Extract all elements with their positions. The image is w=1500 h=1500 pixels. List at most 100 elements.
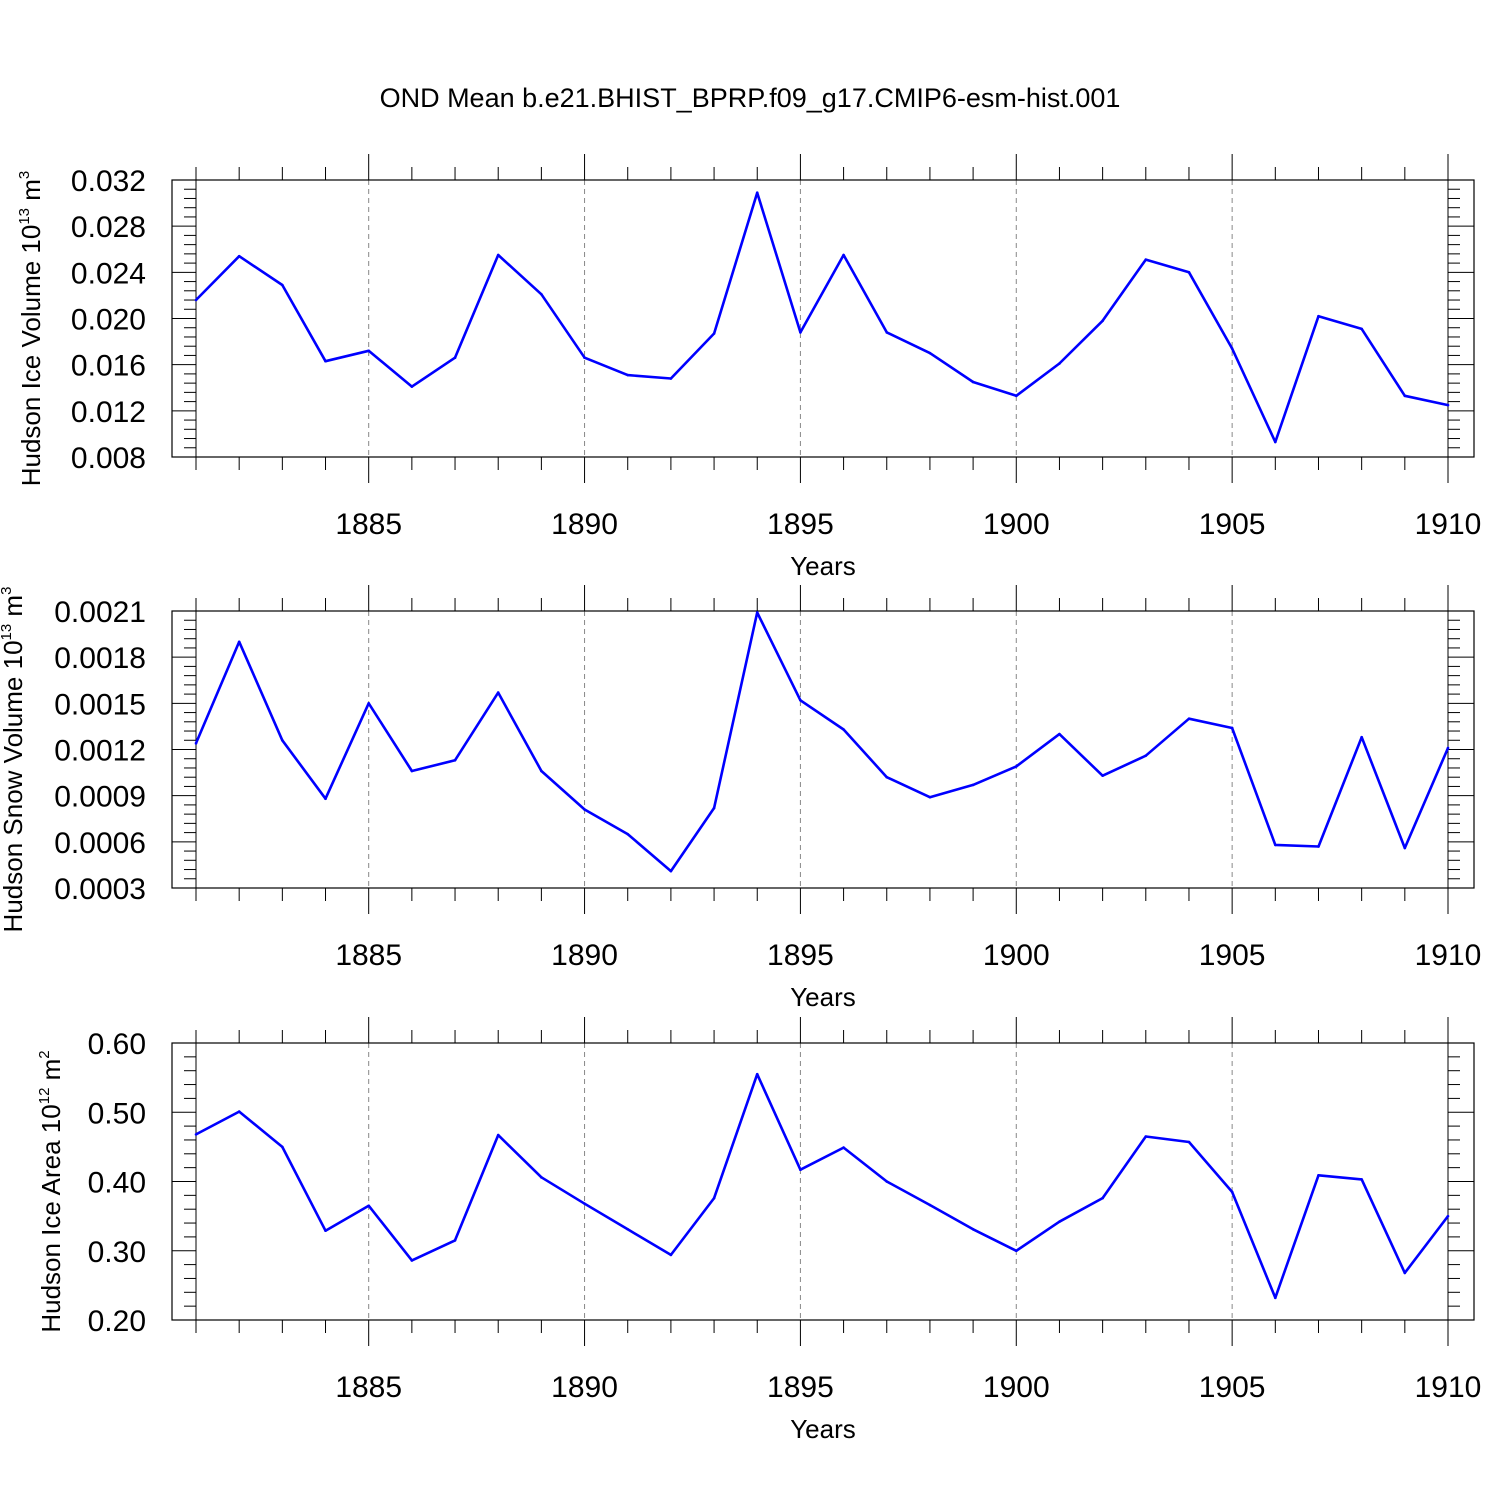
data-point (712, 1196, 716, 1200)
data-point (1101, 1196, 1104, 1200)
x-tick-label: 1890 (551, 508, 618, 541)
data-point (885, 1180, 889, 1183)
y-tick-label: 0.0009 (54, 781, 146, 814)
data-point (1317, 845, 1320, 848)
x-tick-label: 1905 (1199, 1371, 1266, 1404)
data-point (885, 331, 889, 334)
x-tick-label: 1895 (767, 939, 834, 972)
y-tick-label: 0.0003 (54, 873, 146, 906)
y-tick-label: 0.50 (88, 1097, 146, 1130)
panels: 0.008 0.012 0.016 0.020 0.024 0.028 0.032 1885 1… (0, 154, 1481, 1444)
data-point (367, 702, 370, 705)
x-tick-label: 1895 (767, 1371, 834, 1404)
data-point (324, 797, 327, 801)
data-point (755, 611, 759, 614)
y-tick-label: 0.0006 (54, 827, 146, 860)
x-tick-label: 1900 (983, 1371, 1050, 1404)
y-tick-label: 0.016 (71, 350, 146, 383)
x-axis-label: Years (790, 1414, 856, 1444)
data-point (583, 808, 586, 811)
data-point (669, 1253, 673, 1257)
data-point (540, 292, 543, 296)
data-point (1230, 726, 1234, 730)
chart-panel-2: 0.0003 0.0006 0.0009 0.0012 0.0015 0.0018 0.00… (0, 585, 1481, 1012)
x-tick-label: 1910 (1415, 1371, 1482, 1404)
x-tick-label: 1900 (983, 508, 1050, 541)
data-point (1144, 1135, 1148, 1138)
data-point (971, 1227, 975, 1231)
figure-title: OND Mean b.e21.BHIST_BPRP.f09_g17.CMIP6-… (380, 83, 1121, 113)
data-point (281, 1145, 284, 1149)
y-tick-label: 0.0012 (54, 735, 146, 768)
x-axis-label: Years (790, 551, 856, 581)
data-point (194, 298, 198, 302)
data-point (237, 1110, 241, 1113)
data-point (324, 359, 327, 363)
data-point (410, 385, 414, 388)
data-point (1317, 314, 1320, 318)
data-point (1101, 774, 1104, 777)
x-tick-label: 1885 (335, 508, 402, 541)
data-point (1187, 1140, 1191, 1144)
x-tick-label: 1905 (1199, 939, 1266, 972)
y-tick-label: 0.032 (71, 165, 146, 198)
x-tick-label: 1895 (767, 508, 834, 541)
data-point (1101, 319, 1104, 323)
data-point (1014, 765, 1018, 768)
x-tick-label: 1905 (1199, 508, 1266, 541)
data-point (496, 691, 500, 694)
data-point (928, 795, 932, 799)
data-point (1014, 394, 1018, 398)
y-tick-label: 0.0015 (54, 688, 146, 721)
data-point (799, 698, 802, 702)
data-point (1144, 754, 1148, 757)
data-point (1446, 746, 1450, 750)
data-point (669, 377, 673, 380)
data-point (1274, 843, 1277, 847)
data-point (971, 783, 975, 787)
data-point (1187, 271, 1191, 274)
y-tick-label: 0.008 (71, 442, 146, 475)
data-point (1058, 362, 1061, 365)
data-point (1274, 1296, 1277, 1300)
series-line (195, 1072, 1450, 1300)
data-point (799, 331, 802, 334)
data-point (453, 1239, 457, 1242)
data-point (237, 640, 241, 644)
data-point (755, 191, 759, 194)
data-point (583, 356, 586, 360)
data-point (410, 769, 414, 773)
data-point (971, 380, 975, 384)
data-point (799, 1168, 802, 1172)
data-point (1274, 440, 1277, 444)
data-point (540, 769, 543, 773)
data-point (367, 1204, 370, 1208)
data-point (194, 742, 198, 745)
data-point (1446, 403, 1450, 407)
y-tick-label: 0.30 (88, 1236, 146, 1269)
y-tick-label: 0.60 (88, 1028, 146, 1061)
series-line (195, 191, 1449, 444)
data-point (669, 869, 673, 873)
data-point (1360, 1178, 1363, 1181)
x-tick-label: 1900 (983, 939, 1050, 972)
chart-panel-1: 0.008 0.012 0.016 0.020 0.024 0.028 0.032 1885 1… (16, 154, 1481, 581)
y-tick-label: 0.0021 (54, 596, 146, 629)
y-tick-label: 0.020 (71, 304, 146, 337)
data-point (1187, 717, 1191, 721)
plot-frame (171, 1042, 1475, 1321)
x-tick-label: 1885 (335, 939, 402, 972)
data-point (842, 728, 845, 731)
y-axis-label: Hudson Snow Volume 1013 m3 (0, 587, 28, 933)
data-point (496, 1133, 500, 1137)
data-point (626, 832, 630, 836)
data-point (1058, 1220, 1061, 1223)
data-point (583, 1202, 586, 1205)
data-point (194, 1133, 198, 1136)
data-point (1144, 258, 1148, 261)
data-point (453, 356, 457, 360)
data-point (540, 1176, 543, 1179)
data-point (712, 332, 716, 335)
data-point (842, 1146, 845, 1149)
